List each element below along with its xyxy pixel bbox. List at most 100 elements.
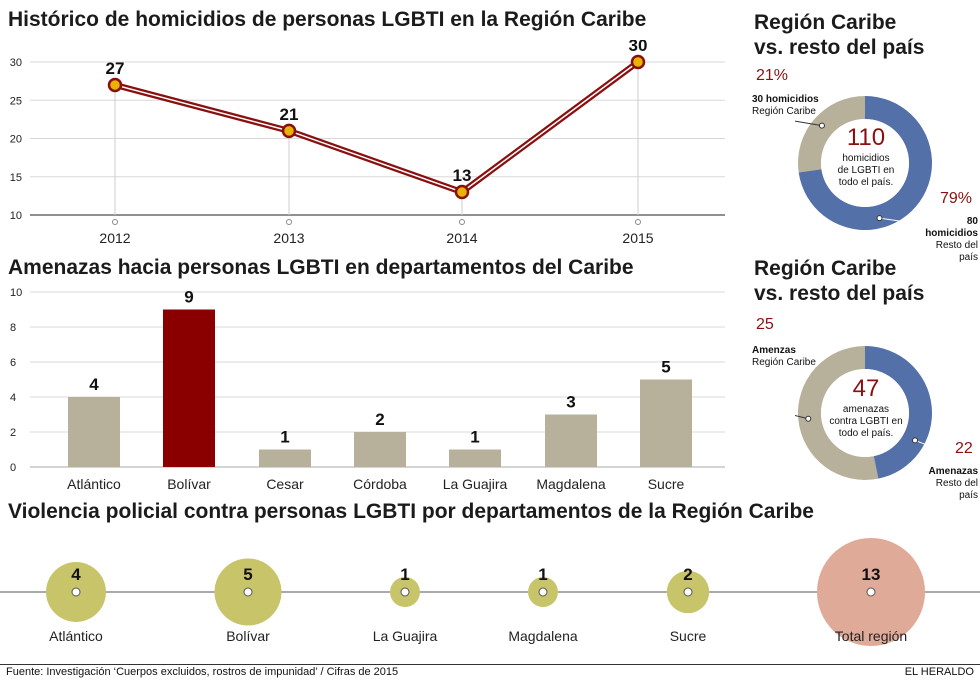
bar-value-label: 4 <box>89 375 99 394</box>
x-tick-label: Sucre <box>648 476 685 492</box>
x-tick-label: La Guajira <box>443 476 508 492</box>
series-line-inner <box>114 61 639 193</box>
donut-amenazas-chart <box>795 346 936 480</box>
bubble-chart-title: Violencia policial contra personas LGBTI… <box>8 500 814 523</box>
bubble-center-dot <box>866 587 876 597</box>
bubble-category-label: Magdalena <box>508 628 577 644</box>
x-tick-label: 2012 <box>99 230 130 246</box>
bubble-category-label: Atlántico <box>49 628 103 644</box>
y-tick-label: 8 <box>10 322 16 334</box>
bubble-center-dot <box>683 587 693 597</box>
data-label: 27 <box>106 59 125 78</box>
bubble-center-dot <box>243 587 253 597</box>
donut-amenazas-resto-note: Amenazas Resto del país <box>915 466 978 502</box>
y-tick-label: 4 <box>10 392 16 404</box>
data-label: 30 <box>629 40 648 55</box>
bar <box>68 397 120 467</box>
donut-amenazas-caribe-note: Amenzas Región Caribe <box>752 345 816 369</box>
donut-homicidios-total-text-2: de LGBTI en <box>837 165 895 176</box>
y-tick-label: 10 <box>10 210 22 222</box>
bubble-category-label: Total región <box>835 628 907 644</box>
y-tick-label: 6 <box>10 357 16 369</box>
y-tick-label: 20 <box>10 134 22 146</box>
donut-homicidios-resto-note-sub: Resto del país <box>935 240 978 263</box>
donut-amenazas-resto-num: 22 <box>955 440 973 457</box>
bubble-value-label: 13 <box>862 565 881 584</box>
data-label: 13 <box>453 166 472 185</box>
bubble-value-label: 1 <box>538 565 547 584</box>
data-point <box>281 123 297 139</box>
donut-homicidios-caribe-segment <box>798 96 865 173</box>
bar <box>449 449 501 467</box>
x-tick-label: Bolívar <box>167 476 211 492</box>
donut-amenazas-title-line2: vs. resto del país <box>754 282 925 305</box>
x-tick-label: 2013 <box>273 230 304 246</box>
bar-chart: 0 2 4 6 8 10 4 Atlántico 9 Bolívar 1 Cesar 2 Córdoba 1… <box>10 287 725 492</box>
x-tick-label: Córdoba <box>353 476 407 492</box>
bar <box>354 432 406 467</box>
bubble-category-label: La Guajira <box>373 628 438 644</box>
footer-divider <box>0 664 980 665</box>
bar-value-label: 2 <box>375 410 384 429</box>
bar-value-label: 5 <box>661 358 670 377</box>
y-tick-label: 25 <box>10 95 22 107</box>
x-tick-label: Magdalena <box>536 476 605 492</box>
donut-homicidios-total-text: homicidios de LGBTI en todo el país. <box>821 153 911 189</box>
bubble-value-label: 1 <box>400 565 409 584</box>
bar-value-label: 9 <box>184 288 193 307</box>
donut-homicidios-total: 110 <box>846 124 886 151</box>
bar-chart-title: Amenazas hacia personas LGBTI en departa… <box>8 256 634 279</box>
donut-homicidios-caribe-note-bold: 30 homicidios <box>752 94 819 105</box>
donut-amenazas-caribe-dot <box>805 415 812 422</box>
x-tick-label: 2015 <box>622 230 653 246</box>
donut-homicidios-resto-pct: 79% <box>940 190 973 207</box>
bar-value-label: 3 <box>566 393 575 412</box>
line-chart: 10 15 20 25 30 2012 2013 2014 2015 27 21 13 30 <box>10 40 725 246</box>
x-tick-label: Cesar <box>266 476 304 492</box>
bubble-value-label: 2 <box>683 565 692 584</box>
x-tick-marker <box>459 219 465 225</box>
donut-amenazas-caribe-segment <box>798 346 879 480</box>
donut-homicidios-resto-segment <box>798 96 932 230</box>
footer-source: Fuente: Investigación ‘Cuerpos excluidos… <box>6 666 399 678</box>
donut-homicidios-total-text-3: todo el país. <box>838 177 894 188</box>
donut-homicidios-total-text-1: homicidios <box>842 153 890 164</box>
donut-amenazas-caribe-note-bold: Amenzas <box>752 345 796 356</box>
donut-amenazas-title-line1: Región Caribe <box>754 257 897 280</box>
data-label: 21 <box>280 105 299 124</box>
donut-homicidios-chart <box>795 96 936 230</box>
y-tick-label: 0 <box>10 462 16 474</box>
donut-amenazas-resto-note-sub: Resto del país <box>935 478 978 501</box>
donut-amenazas-total-text: amenazas contra LGBTI en todo el país. <box>821 404 911 440</box>
line-chart-title: Histórico de homicidios de personas LGBT… <box>8 8 647 31</box>
footer-brand: EL HERALDO <box>904 666 974 678</box>
data-point <box>454 184 470 200</box>
donut-homicidios-caribe-pct: 21% <box>756 67 789 84</box>
donut-homicidios-title-line2: vs. resto del país <box>754 36 925 59</box>
donut-amenazas-caribe-num: 25 <box>756 316 774 333</box>
series-line <box>114 59 640 196</box>
y-tick-label: 10 <box>10 287 22 299</box>
bubble-category-label: Sucre <box>670 628 707 644</box>
donut-homicidios-resto-dot <box>876 215 883 222</box>
bar-value-label: 1 <box>470 428 479 447</box>
donut-homicidios-caribe-leader <box>795 120 823 127</box>
x-tick-label: Atlántico <box>67 476 121 492</box>
donut-amenazas-resto-dot <box>912 437 919 444</box>
donut-amenazas-resto-segment <box>865 346 932 479</box>
bar <box>163 309 215 467</box>
donut-amenazas-total-text-2: contra LGBTI en <box>829 416 903 427</box>
data-point <box>630 54 646 70</box>
bubble-value-label: 4 <box>71 565 81 584</box>
donut-homicidios-caribe-note: 30 homicidios Región Caribe <box>752 94 819 118</box>
donut-homicidios-title-line1: Región Caribe <box>754 11 897 34</box>
bar <box>640 379 692 467</box>
donut-amenazas-resto-leader <box>914 439 936 449</box>
bar <box>545 414 597 467</box>
bubble-center-dot <box>400 587 410 597</box>
x-tick-marker <box>635 219 641 225</box>
data-point <box>107 77 123 93</box>
donut-amenazas-caribe-leader <box>795 414 809 420</box>
bar <box>259 449 311 467</box>
bubble-category-label: Bolívar <box>226 628 270 644</box>
